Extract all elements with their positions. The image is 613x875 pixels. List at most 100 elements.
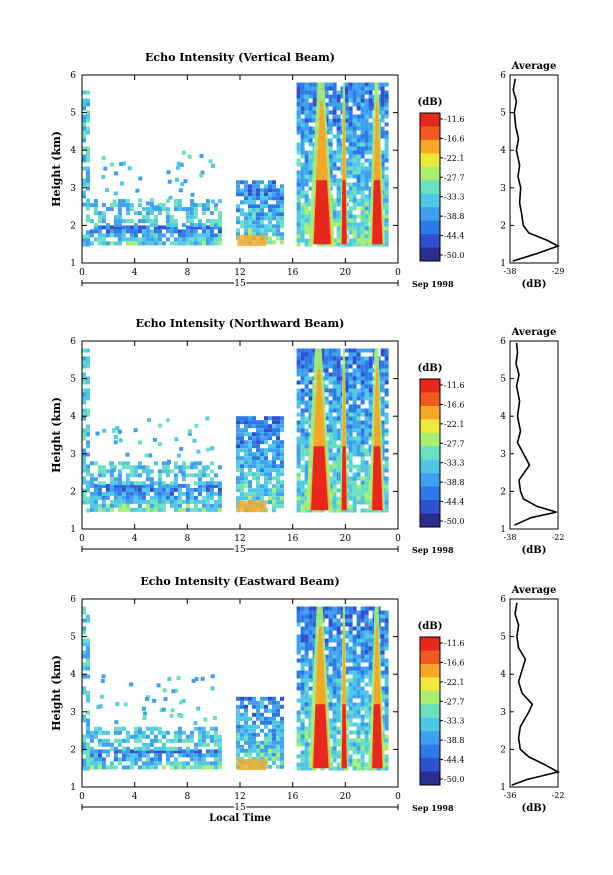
heatmap-cell (141, 219, 146, 224)
heatmap-cell (356, 658, 361, 663)
heatmap-cell (248, 436, 252, 441)
heatmap-cell (372, 508, 377, 513)
heatmap-cell (304, 182, 309, 187)
heatmap-cell (264, 472, 268, 477)
heatmap-cell (161, 749, 166, 754)
heatmap-cell (296, 424, 301, 429)
heatmap-cell (296, 202, 301, 207)
heatmap-cell (380, 360, 385, 365)
heatmap-cell (304, 388, 309, 393)
heatmap-cell (360, 186, 365, 191)
heatmap-cell (248, 184, 252, 189)
heatmap-cell (332, 90, 337, 95)
heatmap-cell (276, 712, 280, 717)
heatmap-cell (137, 730, 142, 735)
heatmap-cell (304, 130, 309, 135)
heatmap-cell (312, 114, 317, 119)
heatmap-cell (384, 218, 389, 223)
heatmap-cell (300, 102, 305, 107)
heatmap-cell (268, 180, 272, 185)
heatmap-cell (165, 211, 170, 216)
heatmap-cell (173, 465, 178, 470)
heatmap-cell (240, 704, 244, 709)
heatmap-cell (173, 219, 178, 224)
colorbar-swatch (420, 513, 440, 528)
heatmap-cell (360, 714, 365, 719)
heatmap-cell (125, 211, 130, 216)
heatmap-cell (89, 219, 94, 224)
heatmap-cell (340, 766, 345, 771)
heatmap-cell (352, 348, 357, 353)
heatmap-cell (336, 368, 341, 373)
heatmap-cell (137, 461, 142, 466)
heatmap-cell (360, 174, 365, 179)
heatmap-cell (145, 201, 150, 206)
heatmap-cell (368, 622, 373, 627)
heatmap-cell (93, 765, 98, 770)
heatmap-cell (244, 456, 248, 461)
heatmap-cell (308, 694, 313, 699)
chart-title: Echo Intensity (Eastward Beam) (140, 575, 339, 588)
heatmap-cell (296, 492, 301, 497)
heatmap-cell (344, 388, 349, 393)
heatmap-cell (205, 761, 210, 766)
heatmap-cell (264, 228, 268, 233)
heatmap-cell (348, 206, 353, 211)
heatmap-cell (173, 749, 178, 754)
heatmap-cell (324, 646, 329, 651)
heatmap-cell (280, 216, 284, 221)
heatmap-cell (380, 412, 385, 417)
heatmap-cell (348, 614, 353, 619)
heatmap-cell (356, 352, 361, 357)
heatmap-cell (217, 487, 222, 492)
heatmap-cell (248, 732, 252, 737)
heatmap-cell (308, 178, 313, 183)
heatmap-cell (364, 230, 369, 235)
heatmap-cell (82, 126, 86, 131)
heatmap-cell (352, 758, 357, 763)
heatmap-cell (244, 180, 248, 185)
heatmap-cell (217, 503, 222, 508)
heatmap-cell (217, 734, 222, 739)
heatmap-cell (268, 204, 272, 209)
heatmap-cell (260, 228, 264, 233)
heatmap-cell (332, 618, 337, 623)
heatmap-cell (368, 698, 373, 703)
heatmap-cell (328, 618, 333, 623)
heatmap-cell (157, 229, 162, 234)
heatmap-cell (205, 237, 210, 242)
heatmap-cell (336, 488, 341, 493)
heatmap-cell (348, 634, 353, 639)
heatmap-cell (356, 722, 361, 727)
heatmap-cell (161, 765, 166, 770)
heatmap-cell (348, 90, 353, 95)
heatmap-cell (308, 162, 313, 167)
heatmap-cell (181, 699, 186, 703)
heatmap-cell (352, 186, 357, 191)
heatmap-cell (364, 500, 369, 505)
heatmap-cell (141, 233, 146, 238)
date-label: Sep 1998 (412, 545, 454, 555)
heatmap-cell (137, 753, 142, 758)
heatmap-cell (300, 492, 305, 497)
heatmap-cell (364, 368, 369, 373)
heatmap-cell (86, 500, 90, 505)
heatmap-cell (360, 440, 365, 445)
heatmap-cell (332, 734, 337, 739)
heatmap-cell (135, 188, 140, 193)
heatmap-cell (308, 368, 313, 373)
heatmap-cell (101, 765, 106, 770)
heatmap-cell (236, 724, 240, 729)
heatmap-cell (360, 376, 365, 381)
x-tick-label: 16 (287, 534, 299, 544)
chart-title: Echo Intensity (Northward Beam) (136, 317, 345, 330)
heatmap-cell (115, 426, 120, 431)
heatmap-cell (173, 757, 178, 762)
heatmap-cell (344, 90, 349, 95)
heatmap-cell (153, 461, 158, 466)
heatmap-cell (272, 184, 276, 189)
heatmap-cell (276, 416, 280, 421)
heatmap-cell (260, 492, 264, 497)
heatmap-cell (236, 208, 240, 213)
heatmap-cell (161, 225, 166, 230)
